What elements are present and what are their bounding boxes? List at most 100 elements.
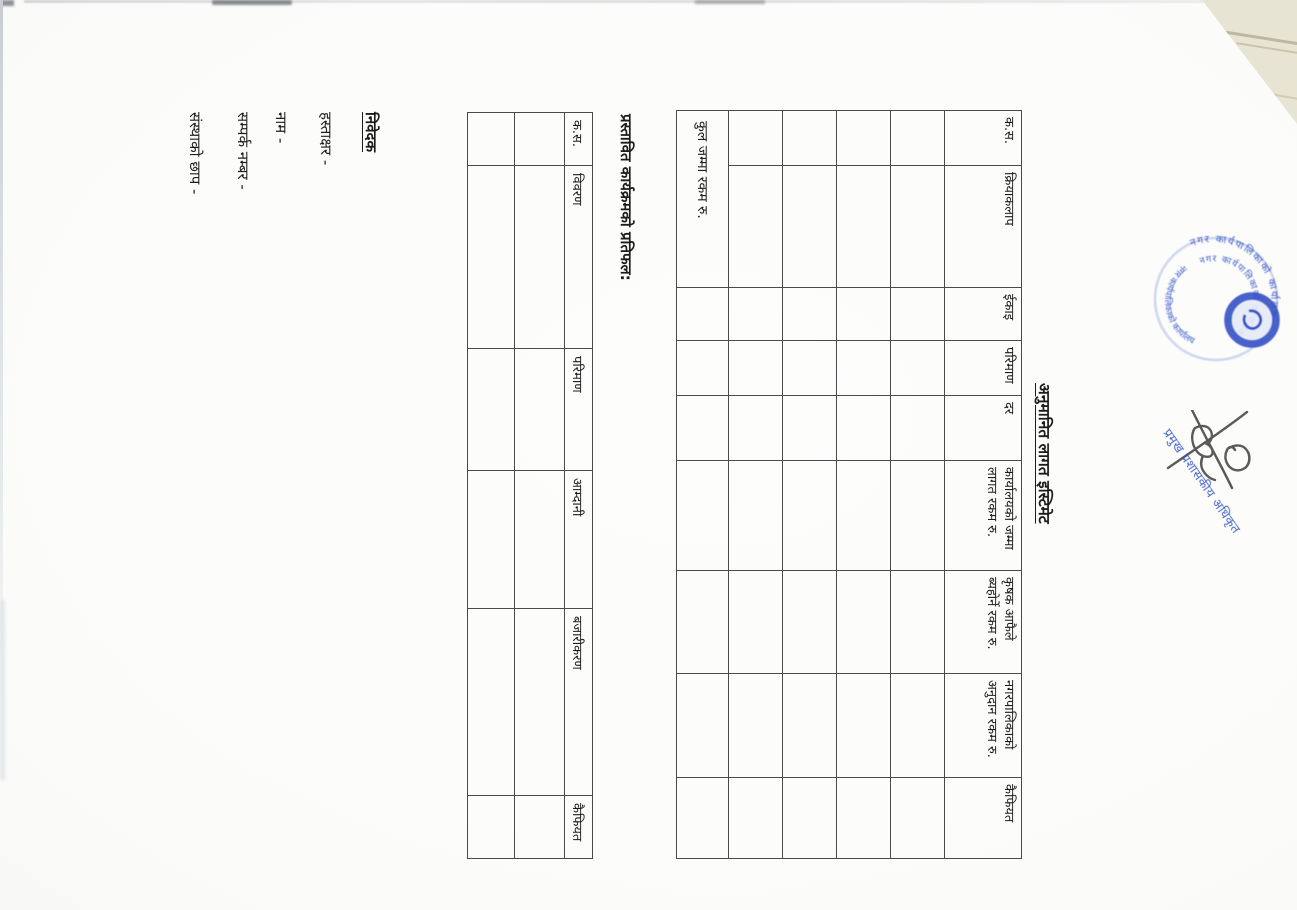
empty-cell [514,112,565,166]
header-cell-quantity: परिमाण [944,340,1022,396]
empty-cell [782,110,837,166]
table-row [514,112,565,859]
estimated-cost-table: क.स. क्रियाकलाप ईकाइ परिमाण दर कार्यालयक… [676,110,1022,859]
fold-streak [1236,42,1297,54]
empty-cell [467,165,515,349]
empty-cell [467,795,515,859]
applicant-org-stamp-label: संस्थाको छाप - [186,112,204,195]
header-cell-quantity: परिमाण [564,348,593,471]
empty-cell [676,570,729,674]
empty-cell [782,340,837,396]
header-cell-activity: क्रियाकलाप [944,165,1022,288]
seal-emblem-icon [1224,292,1280,348]
empty-cell [676,460,729,571]
header-cell-remarks: कैफियत [944,777,1022,859]
empty-cell [728,570,783,674]
total-row-label: कुल जम्मा रकम रु. [676,110,729,288]
empty-cell [676,287,729,341]
empty-cell [890,570,945,674]
empty-cell [514,470,565,609]
empty-cell [836,165,891,288]
header-cell-remarks: कैफियत [564,795,593,859]
empty-cell [676,673,729,778]
table-row [728,110,783,859]
table-row [782,110,837,859]
total-row: कुल जम्मा रकम रु. [676,110,729,859]
empty-cell [782,777,837,859]
empty-cell [890,165,945,288]
empty-cell [728,165,783,288]
municipal-seal-stamp: नगर कार्यपालिकाको कार्यालय नगर कार्यपालि… [1148,225,1285,362]
header-cell-sn: क.स. [564,112,593,166]
empty-cell [676,777,729,859]
header-cell-income: आम्दानी [564,470,593,609]
empty-cell [467,112,515,166]
svg-text:नगर कार्यपालिकाको कार्यालय: नगर कार्यपालिकाको कार्यालय [1148,261,1216,352]
outcome-title: प्रस्तावित कार्यक्रमको प्रतिफल: [617,114,635,281]
empty-cell [467,608,515,796]
table-row [836,110,891,859]
empty-cell [836,570,891,674]
signature-scribble [1166,410,1251,490]
scan-smudge [695,0,765,4]
header-cell-marketing: बजारीकरण [564,608,593,796]
empty-cell [836,395,891,461]
scan-edge-left [0,0,3,730]
empty-cell [890,110,945,166]
applicant-name-label: नाम - [272,112,290,144]
estimate-title: अनुमानित लागत इस्टिमेट [1035,383,1053,524]
applicant-contact-label: सम्पर्क नम्बर - [234,112,252,190]
empty-cell [782,395,837,461]
empty-cell [728,395,783,461]
applicant-heading: निवेदक [362,112,380,153]
empty-cell [728,777,783,859]
empty-cell [728,340,783,396]
empty-cell [782,165,837,288]
empty-cell [728,110,783,166]
applicant-signature-label: हस्ताक्षर - [317,112,335,166]
header-row: क.स. क्रियाकलाप ईकाइ परिमाण दर कार्यालयक… [944,110,1022,859]
empty-cell [728,673,783,778]
empty-cell [836,777,891,859]
empty-cell [728,460,783,571]
empty-cell [514,795,565,859]
empty-cell [836,110,891,166]
empty-cell [836,287,891,341]
empty-cell [836,460,891,571]
empty-cell [890,340,945,396]
empty-cell [890,395,945,461]
table-row [890,110,945,859]
header-cell-description: विवरण [564,165,593,349]
scan-edge-left-band [0,600,5,780]
empty-cell [782,570,837,674]
empty-cell [676,395,729,461]
empty-cell [514,165,565,349]
empty-cell [782,460,837,571]
empty-cell [890,777,945,859]
empty-cell [782,287,837,341]
empty-cell [890,287,945,341]
empty-cell [467,348,515,471]
header-cell-rate: दर [944,395,1022,461]
header-cell-municipality-grant: नगरपालिकाको अनुदान रकम रु. [944,673,1022,778]
header-cell-sn: क.स. [944,110,1022,166]
empty-cell [514,348,565,471]
empty-cell [890,460,945,571]
empty-cell [514,608,565,796]
header-cell-farmer-share: कृषक आफैले ब्यहोर्ने रकम रु. [944,570,1022,674]
empty-cell [728,287,783,341]
table-row [467,112,515,859]
empty-cell [890,673,945,778]
header-cell-unit: ईकाइ [944,287,1022,341]
header-cell-office-total-cost: कार्यालयको जम्मा लागत रकम रु. [944,460,1022,571]
scan-smudge [212,0,292,5]
empty-cell [782,673,837,778]
header-row: क.स. विवरण परिमाण आम्दानी बजारीकरण कैफिय… [564,112,593,859]
empty-cell [676,340,729,396]
scan-edge-top [24,0,1204,3]
empty-cell [836,340,891,396]
program-outcome-table: क.स. विवरण परिमाण आम्दानी बजारीकरण कैफिय… [467,112,593,859]
empty-cell [467,470,515,609]
